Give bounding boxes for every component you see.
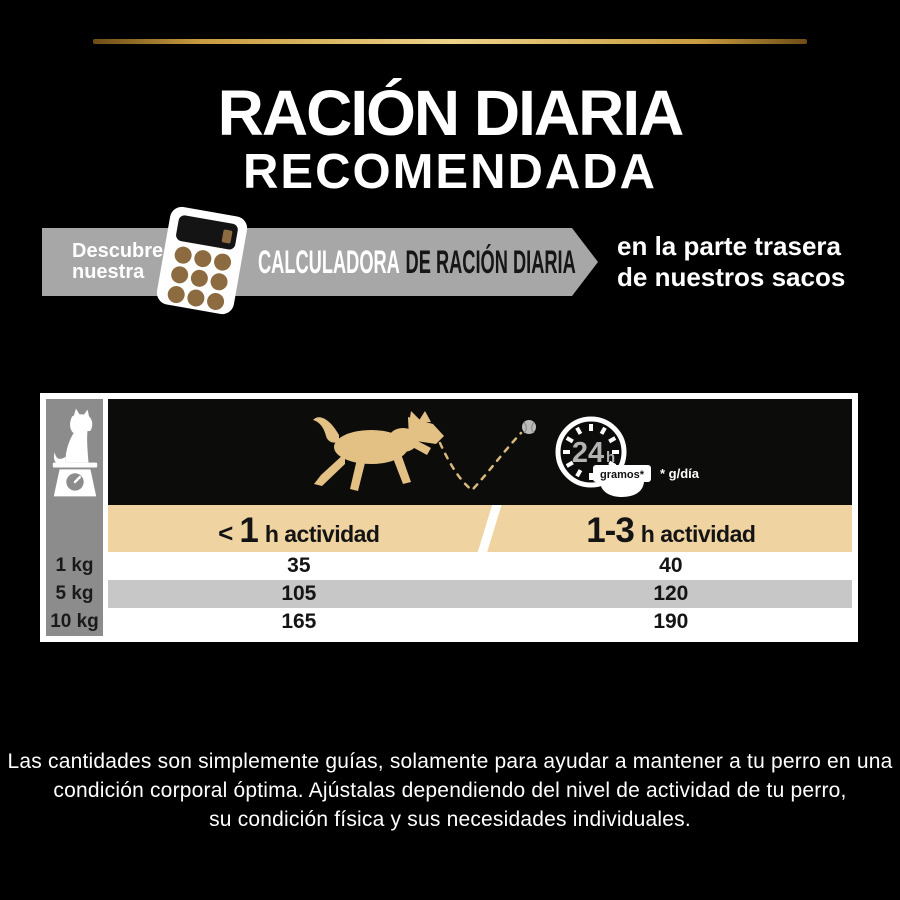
page-title-line2: RECOMENDADA xyxy=(243,145,657,199)
cell-5kg-col1: 105 xyxy=(281,582,317,605)
footnote-line2: condición corporal óptima. Ajústalas dep… xyxy=(53,779,847,802)
footnote-line3: su condición física y sus necesidades in… xyxy=(209,808,691,831)
banner-highlight: CALCULADORA xyxy=(258,243,400,280)
weight-label-2: 5 kg xyxy=(55,583,94,604)
activity-1-hours: 1 xyxy=(239,511,258,550)
bowl-label: gramos* xyxy=(600,469,645,481)
calculator-icon xyxy=(154,204,250,317)
clock-24h-icon: 24 h xyxy=(555,416,627,488)
gold-divider xyxy=(93,39,807,44)
ball-icon xyxy=(522,420,536,434)
ration-table: 1 kg 5 kg 10 kg xyxy=(40,393,858,642)
cell-10kg-col2: 190 xyxy=(653,610,689,633)
table-row-10kg: 165 190 xyxy=(108,608,852,636)
banner-aside-text: en la parte trasera de nuestros sacos xyxy=(617,231,845,293)
weight-label-1: 1 kg xyxy=(55,555,94,576)
cell-5kg-col2: 120 xyxy=(653,582,689,605)
table-pictogram-header: 24 h gramos* * g/día xyxy=(108,399,852,505)
clock-unit: h xyxy=(606,449,615,466)
calculator-screen-button xyxy=(221,229,233,244)
activity-col-1: < 1 h actividad xyxy=(108,505,490,552)
activity-1-prefix: < xyxy=(218,518,234,548)
cell-1kg-col2: 40 xyxy=(659,554,683,577)
cell-10kg-col1: 165 xyxy=(281,610,317,633)
calculator-screen xyxy=(175,214,239,251)
weight-column: 1 kg 5 kg 10 kg xyxy=(46,399,103,636)
calculator-keys xyxy=(164,245,233,312)
table-row-1kg: 35 40 xyxy=(108,552,852,580)
weight-label-3: 10 kg xyxy=(50,611,99,632)
banner-lead-line1: Descubre xyxy=(72,240,164,262)
running-dog-icon xyxy=(313,411,444,491)
footnote-line1: Las cantidades son simplemente guías, so… xyxy=(7,750,893,773)
banner-aside-line2: de nuestros sacos xyxy=(617,262,846,292)
unit-note: * g/día xyxy=(660,466,700,481)
activity-2-hours: 1-3 xyxy=(586,511,635,550)
calculator-banner: Descubre nuestra CALCULADORA DE RACIÓN DI… xyxy=(42,228,598,296)
food-bowl-icon: gramos* xyxy=(593,465,651,497)
activity-1-label: h actividad xyxy=(264,521,380,547)
dog-on-scale-icon xyxy=(46,399,103,552)
clock-value: 24 xyxy=(572,437,604,469)
page-title-line1: RACIÓN DIARIA xyxy=(217,77,685,149)
banner-aside-line1: en la parte trasera xyxy=(617,231,842,261)
activity-header-row: < 1 h actividad 1-3 h actividad xyxy=(108,505,852,552)
ball-trajectory xyxy=(438,431,523,492)
banner-lead-text: Descubre nuestra xyxy=(72,241,163,283)
activity-col-2: 1-3 h actividad xyxy=(490,505,852,552)
cell-1kg-col1: 35 xyxy=(287,554,311,577)
table-main: 24 h gramos* * g/día < 1 xyxy=(108,399,852,636)
footnote: Las cantidades son simplemente guías, so… xyxy=(0,747,900,834)
banner-highlight-rest: DE RACIÓN DIARIA xyxy=(405,243,576,280)
banner-headline: CALCULADORA DE RACIÓN DIARIA xyxy=(258,228,816,296)
activity-2-label: h actividad xyxy=(640,521,756,547)
banner-lead-line2: nuestra xyxy=(72,261,145,283)
table-row-5kg: 105 120 xyxy=(108,580,852,608)
